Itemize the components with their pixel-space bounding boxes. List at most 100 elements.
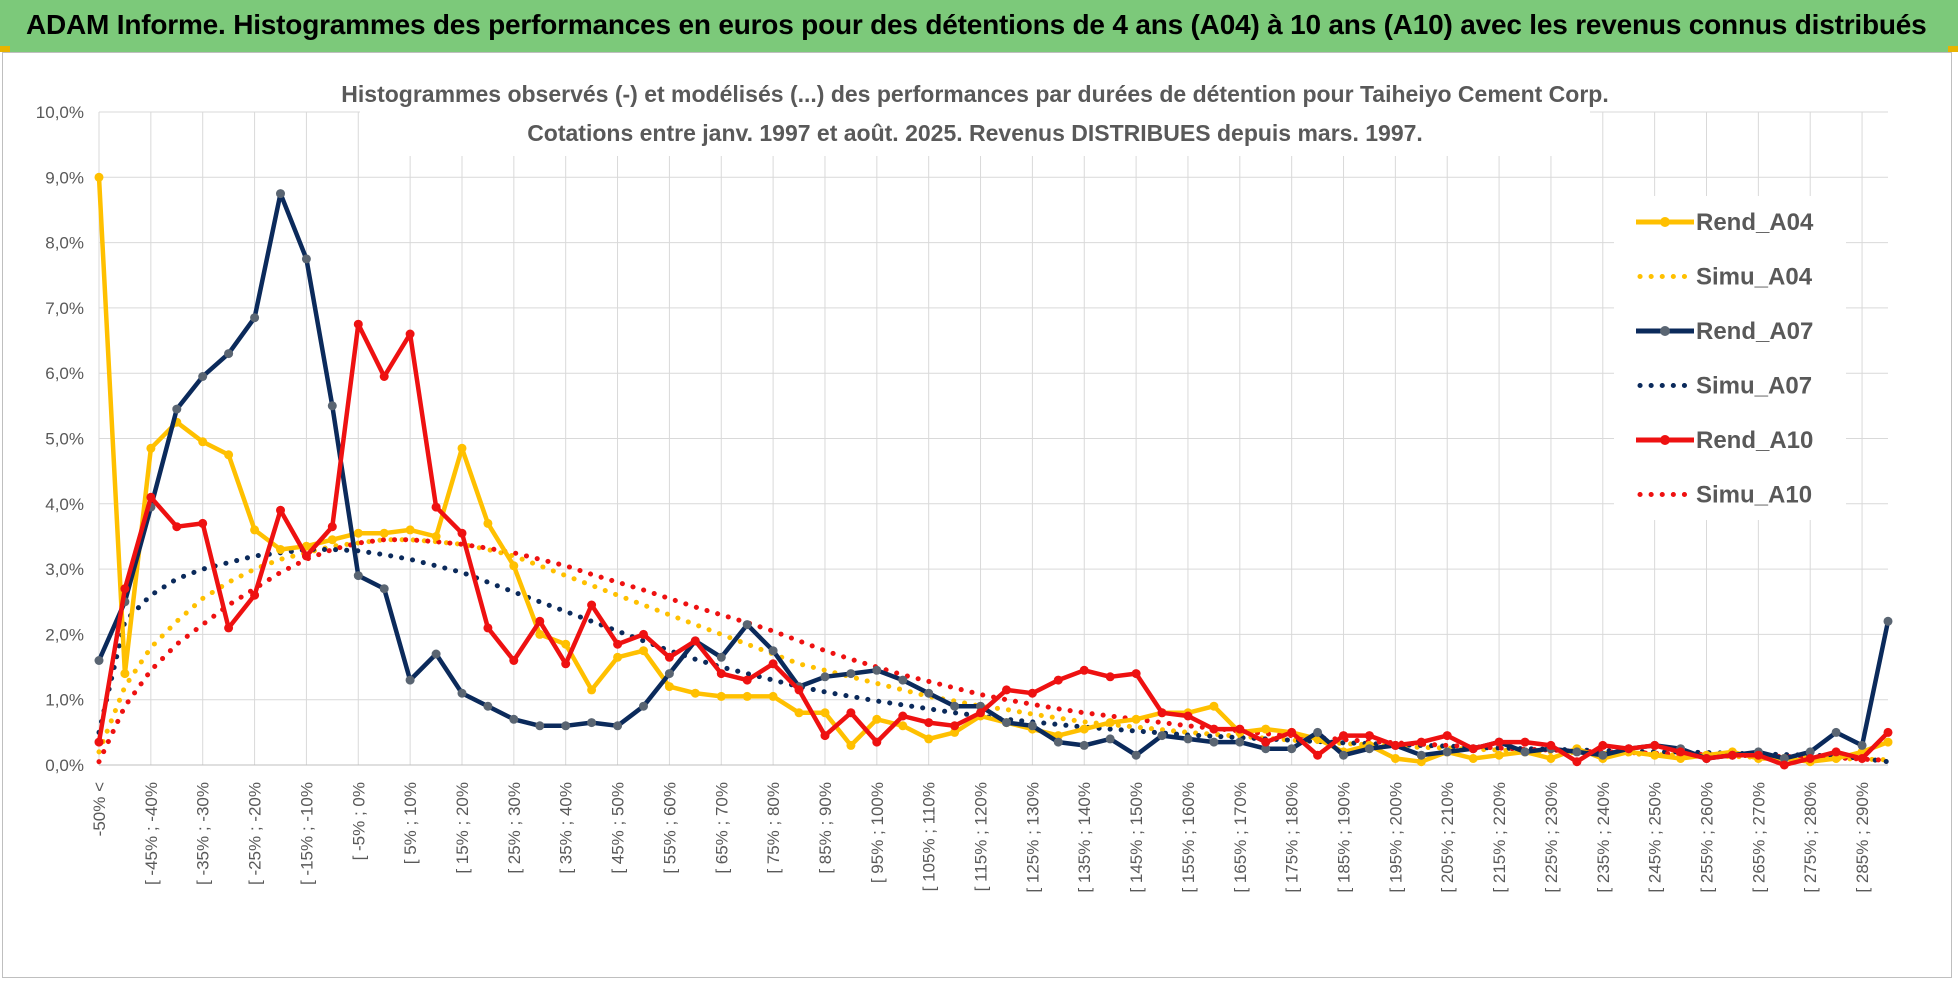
y-tick-label: 6,0% [45,364,84,383]
data-point-rend_a07 [1183,734,1193,744]
data-point-rend_a07 [1364,744,1374,754]
data-point-rend_a07 [172,404,182,414]
data-point-rend_a04 [431,532,441,541]
data-point-rend_a10 [664,652,674,662]
x-tick-label: [ 135% ; 140% [1075,782,1094,893]
data-point-rend_a04 [561,639,571,649]
data-point-rend_a10 [820,731,830,741]
data-point-rend_a07 [483,701,493,711]
x-tick-label: [ -35% ; -30% [194,782,213,885]
data-point-rend_a10 [1727,750,1737,760]
data-point-rend_a04 [742,691,752,701]
data-point-rend_a10 [276,505,285,515]
x-tick-label: [ 105% ; 110% [920,782,939,891]
data-point-rend_a07 [1442,747,1452,757]
data-point-rend_a04 [1416,757,1426,767]
data-point-rend_a07 [535,721,545,731]
corner-mark-top-right [1948,46,1958,52]
data-point-rend_a04 [664,682,674,692]
report-banner: ADAM Informe. Histogrammes des performan… [0,0,1958,52]
data-point-rend_a04 [1053,731,1063,741]
x-tick-label: [ 35% ; 40% [557,782,576,874]
data-point-rend_a04 [1883,737,1893,747]
chart-title-background [360,74,1590,156]
data-point-rend_a10 [1598,740,1608,750]
y-tick-label: 5,0% [45,430,84,449]
data-point-rend_a10 [1857,754,1867,763]
data-point-rend_a10 [690,636,700,646]
data-point-rend_a10 [1494,737,1504,747]
data-point-rend_a07 [1779,754,1789,763]
data-point-rend_a10 [1883,727,1893,737]
data-point-rend_a07 [1339,750,1348,760]
data-point-rend_a10 [639,629,648,639]
data-point-rend_a10 [1753,750,1763,760]
data-point-rend_a10 [872,737,882,747]
data-point-rend_a07 [301,254,311,264]
data-point-rend_a07 [1883,616,1893,626]
data-point-rend_a04 [587,685,597,695]
data-point-rend_a10 [94,737,104,747]
x-tick-label: [ 245% ; 250% [1646,782,1665,893]
data-point-rend_a04 [716,691,726,701]
data-point-rend_a04 [94,172,104,182]
data-point-rend_a04 [1105,718,1115,728]
data-point-rend_a10 [1546,740,1556,750]
data-point-rend_a10 [1831,747,1841,757]
x-tick-label: [ -25% ; -20% [246,782,265,885]
data-point-rend_a04 [198,437,208,447]
x-tick-label: [ 255% ; 260% [1698,782,1717,893]
data-point-rend_a07 [872,665,882,675]
data-point-rend_a04 [1831,754,1841,763]
data-point-rend_a04 [820,708,830,718]
x-tick-label: [ 45% ; 50% [609,782,628,874]
data-point-rend_a04 [457,443,467,453]
data-point-rend_a10 [1313,750,1323,760]
legend-label-simu_a04: Simu_A04 [1696,264,1813,291]
data-point-rend_a10 [1468,744,1478,754]
data-point-rend_a10 [250,590,260,600]
x-tick-label: [ 175% ; 180% [1283,782,1302,893]
data-point-rend_a07 [587,718,597,728]
data-point-rend_a07 [1079,740,1089,750]
data-point-rend_a10 [587,600,597,610]
data-point-rend_a10 [1002,685,1011,695]
series-layer [94,172,1893,770]
data-point-rend_a10 [405,329,415,339]
x-tick-label: [ 265% ; 270% [1749,782,1768,893]
data-point-rend_a10 [146,492,156,502]
series-line-simu_a04 [96,537,1891,763]
data-point-rend_a10 [898,711,908,721]
data-point-rend_a10 [1105,672,1115,682]
data-point-rend_a10 [561,659,571,669]
data-point-rend_a10 [613,639,623,649]
x-tick-label: [ 215% ; 220% [1490,782,1509,893]
data-point-rend_a10 [224,623,234,633]
data-point-rend_a04 [950,727,960,737]
x-tick-label: [ 155% ; 160% [1179,782,1198,893]
data-point-rend_a07 [457,688,467,698]
chart-title-line1: Histogrammes observés (-) et modélisés (… [341,81,1608,107]
data-point-rend_a07 [664,669,674,679]
data-point-rend_a10 [198,518,208,528]
legend-label-rend_a07: Rend_A07 [1696,318,1813,345]
x-tick-label: [ 5% ; 10% [401,782,420,864]
corner-mark-top-left [0,46,10,52]
x-tick-label: [ 55% ; 60% [660,782,679,874]
data-point-rend_a10 [1416,737,1426,747]
data-point-rend_a10 [950,721,960,731]
data-point-rend_a07 [1313,727,1323,737]
data-point-rend_a10 [1235,724,1245,734]
data-point-rend_a10 [1676,747,1686,757]
data-point-rend_a04 [1676,754,1686,763]
data-point-rend_a10 [509,656,519,665]
x-tick-label: [ 125% ; 130% [1023,782,1042,893]
y-tick-label: 9,0% [45,168,84,187]
data-point-rend_a10 [846,708,856,718]
data-point-rend_a10 [301,551,311,561]
data-point-rend_a10 [1364,731,1374,741]
data-point-rend_a07 [1027,721,1037,731]
data-point-rend_a10 [379,372,389,381]
data-point-rend_a10 [1779,760,1789,770]
